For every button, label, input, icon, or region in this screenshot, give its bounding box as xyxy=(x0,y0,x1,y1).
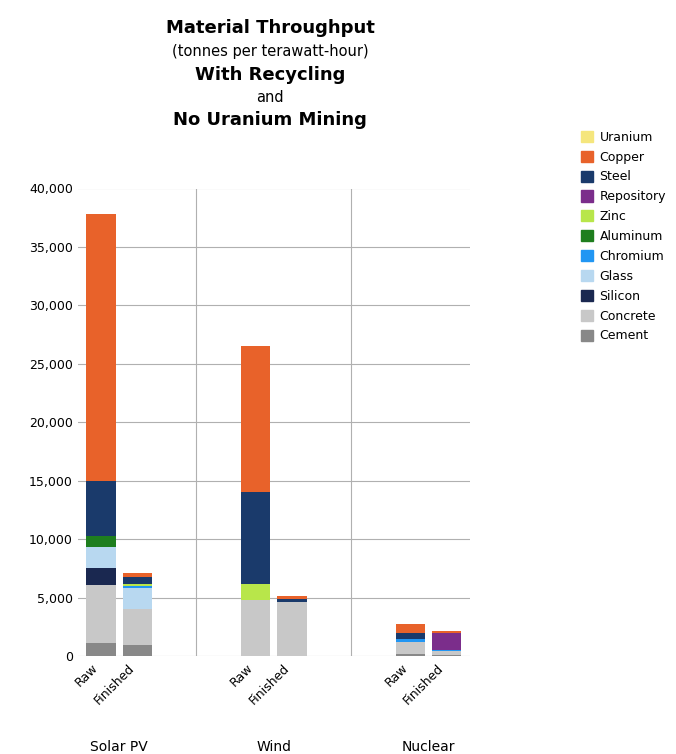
Bar xyxy=(432,633,461,649)
Bar xyxy=(432,631,461,633)
Bar xyxy=(123,588,152,609)
Bar xyxy=(123,584,152,586)
Bar xyxy=(395,654,425,656)
Bar xyxy=(241,492,270,584)
Bar xyxy=(87,214,116,481)
Bar xyxy=(241,584,270,600)
Bar xyxy=(123,645,152,656)
Text: Material Throughput: Material Throughput xyxy=(166,19,375,37)
Bar xyxy=(87,643,116,656)
Bar xyxy=(395,624,425,633)
Text: Solar PV: Solar PV xyxy=(91,740,148,754)
Bar xyxy=(241,600,270,656)
Bar xyxy=(395,639,425,642)
Bar xyxy=(395,642,425,654)
Text: (tonnes per terawatt-hour): (tonnes per terawatt-hour) xyxy=(172,44,368,59)
Bar xyxy=(241,346,270,492)
Bar xyxy=(432,654,461,656)
Bar xyxy=(432,651,461,654)
Bar xyxy=(123,573,152,577)
Bar xyxy=(123,577,152,584)
Text: and: and xyxy=(257,90,284,106)
Bar xyxy=(277,599,306,602)
Text: Wind: Wind xyxy=(256,740,291,754)
Bar xyxy=(123,609,152,645)
Bar xyxy=(87,535,116,547)
Text: Nuclear: Nuclear xyxy=(402,740,455,754)
Bar xyxy=(432,649,461,651)
Text: With Recycling: With Recycling xyxy=(195,66,345,84)
Bar xyxy=(395,633,425,639)
Bar xyxy=(123,586,152,588)
Bar xyxy=(87,569,116,584)
Bar xyxy=(87,481,116,535)
Text: No Uranium Mining: No Uranium Mining xyxy=(174,111,367,129)
Bar xyxy=(87,584,116,643)
Bar xyxy=(87,547,116,569)
Bar xyxy=(277,602,306,656)
Bar xyxy=(277,596,306,599)
Legend: Uranium, Copper, Steel, Repository, Zinc, Aluminum, Chromium, Glass, Silicon, Co: Uranium, Copper, Steel, Repository, Zinc… xyxy=(577,127,670,346)
